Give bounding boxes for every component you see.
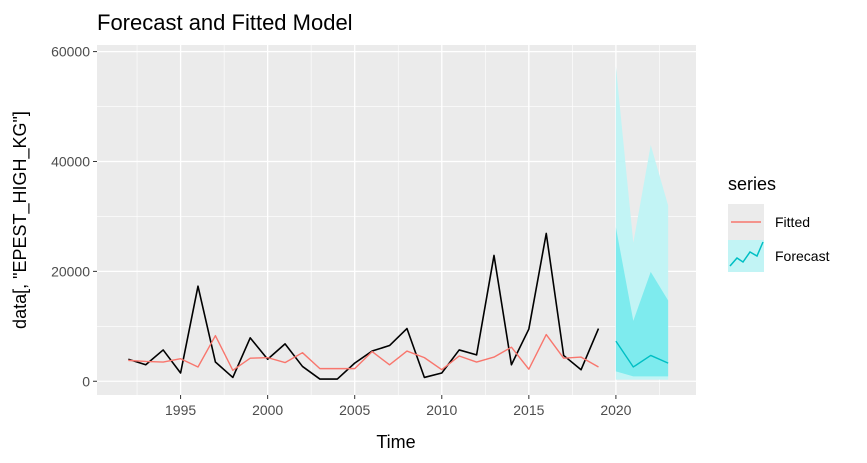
chart-title: Forecast and Fitted Model: [97, 10, 353, 35]
legend: series Fitted Forecast: [728, 174, 830, 272]
forecast-series-line: [615, 340, 669, 368]
y-axis-title: data[, "EPEST_HIGH_KG"]: [10, 111, 31, 329]
x-tick-label: 1995: [165, 402, 196, 418]
x-axis: 1995 2000 2005 2010 2015 2020: [165, 395, 632, 418]
legend-label-forecast: Forecast: [775, 248, 830, 264]
x-axis-title: Time: [376, 432, 415, 452]
y-tick-label: 60000: [51, 44, 90, 60]
y-axis: 0 20000 40000 60000: [51, 44, 97, 389]
forecast-intervals: [615, 66, 669, 380]
x-tick-label: 2010: [426, 402, 457, 418]
observed-series-line: [128, 232, 600, 380]
legend-swatch-forecast: [729, 241, 764, 267]
legend-label-fitted: Fitted: [775, 214, 810, 230]
x-tick-label: 2005: [339, 402, 370, 418]
forecast-80-interval: [615, 227, 669, 377]
plot-panel: [97, 45, 696, 395]
x-tick-label: 2020: [600, 402, 631, 418]
series-lines: [128, 232, 669, 380]
legend-title: series: [728, 174, 776, 194]
y-tick-label: 0: [82, 373, 90, 389]
fitted-series-line: [128, 333, 599, 371]
x-tick-label: 2000: [252, 402, 283, 418]
y-tick-label: 40000: [51, 153, 90, 169]
y-tick-label: 20000: [51, 263, 90, 279]
legend-key-forecast: [728, 240, 764, 272]
x-tick-label: 2015: [513, 402, 544, 418]
